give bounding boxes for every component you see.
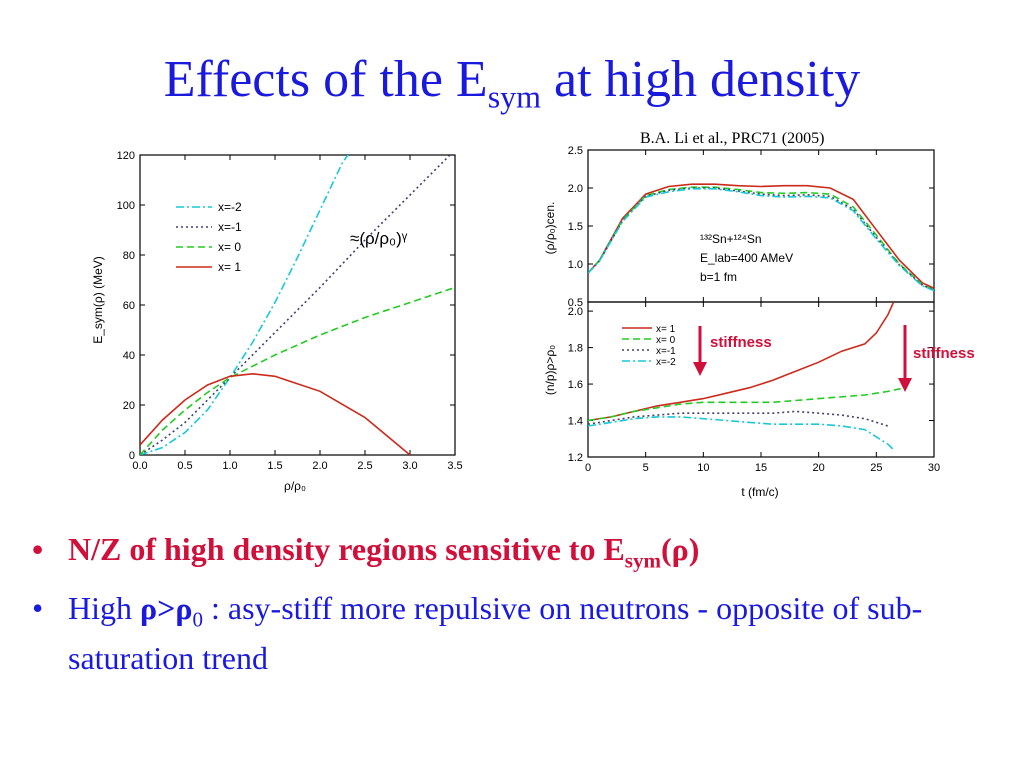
x-tick-label: 0: [585, 462, 591, 474]
y-tick-label: 1.2: [568, 452, 583, 464]
series-line-x0: [588, 386, 906, 422]
x-axis-label: t (fm/c): [741, 485, 778, 499]
legend-label: x=-2: [218, 200, 242, 214]
power-law-annotation: ≈(ρ/ρ₀)ᵞ: [350, 229, 408, 248]
stiffness-arrowhead-1: [693, 362, 707, 376]
x-tick-label: 10: [697, 462, 709, 474]
x-tick-label: 3.0: [402, 460, 417, 472]
x-tick-label: 2.0: [312, 460, 327, 472]
y-tick-label: 0.5: [568, 297, 583, 309]
inset-text: ¹³²Sn+¹²⁴Sn: [700, 232, 762, 246]
y-tick-label: 1.4: [568, 416, 583, 428]
series-line-x0: [588, 186, 934, 291]
stiffness-annotation-2: stiffness: [898, 325, 975, 392]
y-tick-label: 2.0: [568, 306, 583, 318]
x-tick-label: 20: [813, 462, 825, 474]
x-tick-label: 30: [928, 462, 940, 474]
series-line-x0: [140, 286, 455, 455]
y-tick-label: 1.0: [568, 259, 583, 271]
x-tick-label: 0.0: [132, 460, 147, 472]
bullet-item-2: • High ρ>ρ0 : asy-stiff more repulsive on…: [32, 590, 923, 676]
plot-frame: [139, 154, 456, 456]
x-axis-label: ρ/ρ₀: [284, 479, 306, 493]
x-tick-label: 3.5: [447, 460, 462, 472]
inset-text: b=1 fm: [700, 270, 737, 284]
series-line-x2: [588, 188, 934, 292]
charts-canvas: 0.0 0.5 1.0 1.5 2.0 2.5 3.0 3.5020406080100120x…: [91, 145, 975, 499]
x-tick-label: 2.5: [357, 460, 372, 472]
y-tick-label: 1.8: [568, 343, 583, 355]
y-tick-label: 100: [117, 200, 135, 212]
x-tick-label: 1.0: [222, 460, 237, 472]
y-tick-label: 0: [129, 450, 135, 462]
slide-title: Effects of the Esym at high density: [163, 51, 861, 115]
x-tick-label: 0.5: [177, 460, 192, 472]
legend-label: x=-1: [218, 220, 242, 234]
stiffness-label-1: stiffness: [710, 334, 772, 351]
stiffness-label-2: stiffness: [913, 345, 975, 362]
legend-label: x=-1: [656, 346, 676, 357]
citation: B.A. Li et al., PRC71 (2005): [640, 130, 825, 147]
bullet-dot-icon: •: [32, 531, 44, 567]
legend-label: x= 0: [656, 335, 676, 346]
series-line-x1: [588, 302, 895, 422]
stiffness-annotation-1: stiffness: [693, 326, 772, 376]
y-tick-label: 1.5: [568, 221, 583, 233]
inset-text: E_lab=400 AMeV: [700, 251, 793, 265]
legend-label: x= 1: [656, 324, 676, 335]
y-tick-label: 80: [123, 250, 135, 262]
x-tick-label: 15: [755, 462, 767, 474]
y-tick-label: 1.6: [568, 379, 583, 391]
y-axis-label: (n/p)ρ>ρ₀: [543, 345, 557, 395]
series-line-x1: [588, 183, 934, 290]
series-line-x2: [588, 416, 895, 451]
y-tick-label: 2.5: [568, 145, 583, 157]
y-tick-label: 60: [123, 300, 135, 312]
y-axis-label: (ρ/ρ₀)cen.: [543, 202, 557, 255]
legend-label: x= 1: [218, 260, 241, 274]
y-axis-label: E_sym(ρ) (MeV): [91, 256, 105, 344]
plot-frame: [587, 149, 935, 303]
y-tick-label: 20: [123, 400, 135, 412]
bullet-dot-icon: •: [32, 590, 44, 627]
bullet-list: • N/Z of high density regions sensitive t…: [30, 530, 1005, 687]
np-ratio-chart: 0 5 10 15 20 25 30 1.2 1.4 1.6 1.8 2.0 x= 1x= 0x=-1x…: [543, 301, 940, 499]
central-density-chart: 0.5 1.0 1.5 2.0 2.5 ¹³²Sn+¹²⁴Sn E_lab=400 AMeV…: [543, 145, 935, 309]
y-tick-label: 40: [123, 350, 135, 362]
x-tick-label: 25: [870, 462, 882, 474]
esym-density-chart: 0.0 0.5 1.0 1.5 2.0 2.5 3.0 3.5 0 20 40 60 80 100 120 x…: [91, 150, 463, 493]
stiffness-arrowhead-2: [898, 378, 912, 392]
series-line-x1: [140, 155, 452, 455]
y-tick-label: 120: [117, 150, 135, 162]
y-tick-label: 2.0: [568, 183, 583, 195]
x-tick-label: 5: [643, 462, 649, 474]
legend-label: x=-2: [656, 357, 676, 368]
series-line-x1: [588, 410, 889, 427]
x-tick-label: 1.5: [267, 460, 282, 472]
legend-label: x= 0: [218, 240, 241, 254]
bullet-item-1: • N/Z of high density regions sensitive t…: [32, 531, 700, 573]
series-line-x1: [140, 372, 411, 455]
series-line-x2: [140, 155, 349, 455]
